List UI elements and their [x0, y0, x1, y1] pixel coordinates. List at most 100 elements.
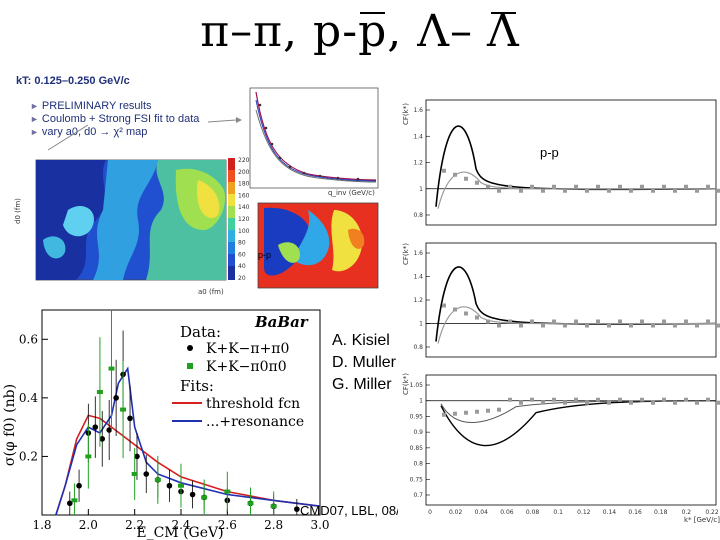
cf-xtick-label: 0.16: [628, 509, 642, 516]
cf-data-point: [541, 188, 545, 193]
colorbar-ticks: 220 200 180 160 140 120 100 80 60 40 20: [238, 157, 250, 282]
cf-data-point: [530, 184, 534, 189]
cf-data-point: [618, 184, 622, 189]
cf-data-point: [442, 412, 446, 417]
data1-point: [106, 427, 112, 433]
cf-ytick-label: 0.8: [413, 344, 423, 351]
cf-xtick-label: 0.22: [705, 509, 719, 516]
cf-data-point: [607, 323, 611, 328]
babar-xlabel: E_CM (GeV): [136, 525, 223, 540]
colorbar-tick-label: 60: [238, 251, 246, 258]
cf-xtick-label: 0.2: [682, 509, 692, 516]
colorbar-tick-label: 100: [238, 228, 250, 235]
cf-data-point: [673, 188, 677, 193]
data1-point: [76, 482, 82, 489]
cf-ylabel-top: CF(k*): [402, 103, 410, 125]
cf-data-point: [629, 188, 633, 193]
cf-ytick-label: 0.85: [410, 445, 424, 452]
arrow-line: [207, 119, 237, 123]
arrow-head-icon: [236, 117, 242, 123]
cf-data-point: [519, 323, 523, 328]
cf-data-point: [563, 400, 567, 405]
colorbar-tick-label: 180: [238, 181, 250, 188]
cf-data-point: [706, 397, 710, 402]
data2-point: [224, 489, 231, 494]
triangle-bullet-icon: ►: [30, 127, 39, 137]
data2-marker-icon: [187, 363, 193, 369]
cf-data-point: [530, 397, 534, 402]
cf-ytick-label: 1.4: [413, 274, 423, 281]
cf-data-point: [684, 184, 688, 189]
cf-data-point: [662, 184, 666, 189]
cf-data-point: [464, 410, 468, 415]
cf-data-point: [629, 400, 633, 405]
cf-data-point: [585, 323, 589, 328]
chi2-map-label: p-p: [258, 250, 271, 260]
cf-ytick-label: 1.4: [413, 133, 423, 140]
colorbar-tick-label: 20: [238, 275, 246, 282]
data1-point: [113, 395, 119, 401]
colorbar-tick-label: 80: [238, 240, 246, 247]
cf-xtick-label: 0.08: [526, 509, 540, 516]
cf-data-point: [662, 319, 666, 324]
cf-xtick-label: 0.06: [500, 509, 514, 516]
cf-data-point: [541, 323, 545, 328]
data2-point: [108, 366, 115, 371]
cf-ytick-label: 1.2: [413, 160, 423, 167]
cf-data-point: [640, 184, 644, 189]
colorbar-tick-label: 140: [238, 204, 250, 211]
pointer-line: [47, 124, 89, 151]
data2-point: [71, 498, 78, 503]
y-tick-label: 0.4: [19, 391, 38, 405]
cf-panel-label: p-p: [540, 145, 559, 160]
babar-panel: σ(φ f0) (nb) E_CM (GeV) BaBar Data: K+K−…: [0, 305, 330, 540]
cf-ylabel-bot: CF(k*): [402, 373, 410, 395]
cf-ytick-label: 0.75: [410, 476, 424, 483]
x-tick-label: 2.8: [264, 518, 283, 532]
cf-data-point: [717, 400, 720, 405]
cf-data-point: [574, 319, 578, 324]
cf-fit-curve: [435, 125, 717, 207]
title-mid: , Λ–: [387, 6, 473, 57]
cf-ytick-label: 1.6: [413, 107, 423, 114]
cf-data-point: [684, 319, 688, 324]
triangle-bullet-icon: ►: [30, 101, 39, 111]
cf-data-point: [695, 400, 699, 405]
colorbar-tick-label: 40: [238, 263, 246, 270]
data2-point: [178, 483, 184, 488]
colorbar-tick-label: 220: [238, 157, 250, 164]
cf-data-point: [618, 319, 622, 324]
data2-legend: K+K−π0π0: [206, 359, 287, 375]
cf-data-point: [596, 184, 600, 189]
cf-ytick-label: 0.95: [410, 413, 424, 420]
data1-point: [189, 491, 196, 498]
cf-xtick-label: 0.18: [654, 509, 668, 516]
x-tick-label: 2.4: [171, 518, 190, 532]
cf-data-point: [673, 323, 677, 328]
resonance-legend: ...+resonance: [206, 414, 304, 430]
data2-point: [270, 504, 277, 509]
cf-frame-top: [425, 99, 717, 226]
colorbar-tick-label: 120: [238, 216, 250, 223]
cf-ytick-label: 1: [419, 398, 423, 405]
bullet-item: ► Coulomb + Strong FSI fit to data: [30, 113, 200, 125]
cf-data-point: [442, 168, 446, 173]
cf-data-point: [574, 397, 578, 402]
cf-data-point: [453, 307, 457, 312]
data-legend-title: Data:: [180, 323, 221, 341]
cf-data-point: [695, 188, 699, 193]
cf-data-point: [453, 411, 457, 416]
cf-data-point: [508, 319, 512, 324]
cf-xtick-label: 0.12: [577, 509, 591, 516]
cf-ytick-label: 0.7: [413, 492, 423, 499]
cf-ytick-label: 0.9: [413, 429, 423, 436]
data2-point: [85, 454, 92, 459]
cf-data-point: [442, 303, 446, 308]
colorbar-tick-label: 160: [238, 192, 250, 199]
y-tick-label: 0.2: [19, 449, 38, 463]
cf-data-point: [453, 172, 457, 177]
data1-point: [67, 500, 73, 507]
data1-point: [143, 471, 150, 477]
cf-data-point: [596, 397, 600, 402]
data2-point: [154, 477, 161, 482]
